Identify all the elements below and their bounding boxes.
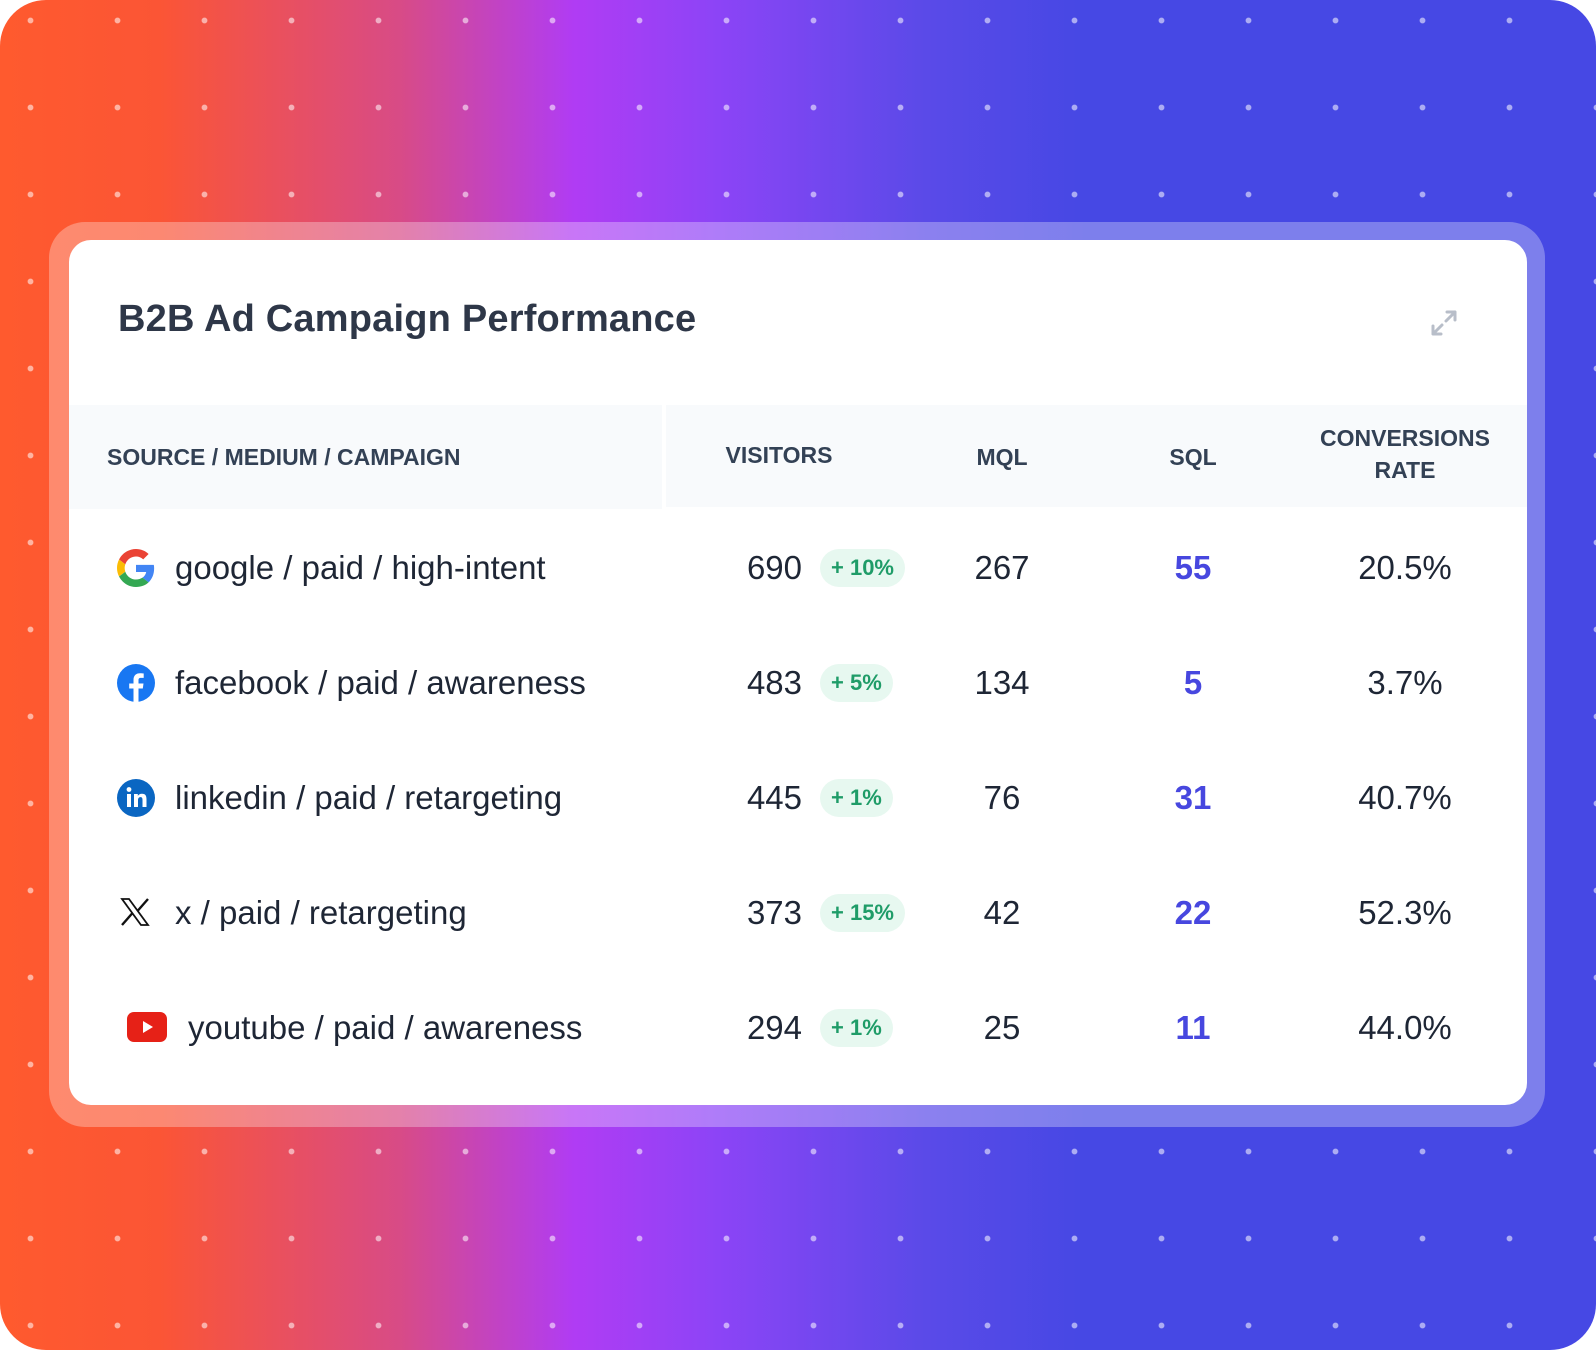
change-badge: + 10% <box>820 549 905 587</box>
sql-value: 5 <box>1183 664 1203 701</box>
header-sql[interactable]: SQL <box>1169 444 1217 470</box>
table-row[interactable]: linkedin / paid / retargeting 445 + 1% 7… <box>69 740 1527 855</box>
change-badge: + 1% <box>820 779 893 817</box>
table-header: SOURCE / MEDIUM / CAMPAIGN VISITORS MQL … <box>69 405 1527 509</box>
visitors-value: 690 <box>746 549 802 586</box>
conversion-rate-value: 52.3% <box>1358 894 1452 931</box>
mql-value: 42 <box>983 894 1021 931</box>
source-label[interactable]: x / paid / retargeting <box>175 894 467 931</box>
conversion-rate-value: 3.7% <box>1367 664 1443 701</box>
source-label[interactable]: linkedin / paid / retargeting <box>175 779 563 816</box>
header-conversion-rate[interactable]: CONVERSIONS RATE <box>1320 425 1490 483</box>
header-mql[interactable]: MQL <box>976 444 1028 470</box>
change-badge: + 1% <box>820 1009 893 1047</box>
change-badge: + 15% <box>820 894 905 932</box>
campaign-performance-card: B2B Ad Campaign Performance SOURCE / MED… <box>69 240 1527 1105</box>
mql-value: 134 <box>974 664 1030 701</box>
sql-value: 55 <box>1174 549 1212 586</box>
header-visitors[interactable]: VISITORS <box>725 442 833 468</box>
visitors-value: 483 <box>746 664 802 701</box>
header-source[interactable]: SOURCE / MEDIUM / CAMPAIGN <box>107 444 461 470</box>
conversion-rate-value: 40.7% <box>1358 779 1452 816</box>
table-row[interactable]: youtube / paid / awareness 294 + 1% 25 1… <box>69 970 1527 1085</box>
conversion-rate-value: 20.5% <box>1358 549 1452 586</box>
mql-value: 76 <box>983 779 1021 816</box>
expand-icon[interactable] <box>1429 308 1459 338</box>
facebook-icon <box>117 664 155 702</box>
source-label[interactable]: google / paid / high-intent <box>175 549 546 586</box>
sql-value: 22 <box>1174 894 1212 931</box>
table-row[interactable]: google / paid / high-intent 690 + 10% 26… <box>69 510 1527 625</box>
table-row[interactable]: x / paid / retargeting 373 + 15% 42 22 5… <box>69 855 1527 970</box>
mql-value: 25 <box>983 1009 1021 1046</box>
sql-value: 31 <box>1174 779 1212 816</box>
google-icon <box>117 549 155 587</box>
x-icon <box>117 894 155 932</box>
sql-value: 11 <box>1175 1009 1211 1046</box>
card-title: B2B Ad Campaign Performance <box>118 298 697 340</box>
youtube-icon <box>127 1012 167 1042</box>
visitors-value: 373 <box>746 894 802 931</box>
change-badge: + 5% <box>820 664 893 702</box>
source-label[interactable]: youtube / paid / awareness <box>188 1009 583 1046</box>
table-row[interactable]: facebook / paid / awareness 483 + 5% 134… <box>69 625 1527 740</box>
mql-value: 267 <box>974 549 1030 586</box>
visitors-value: 294 <box>746 1009 802 1046</box>
conversion-rate-value: 44.0% <box>1358 1009 1452 1046</box>
source-label[interactable]: facebook / paid / awareness <box>175 664 586 701</box>
visitors-value: 445 <box>746 779 802 816</box>
linkedin-icon <box>117 779 155 817</box>
